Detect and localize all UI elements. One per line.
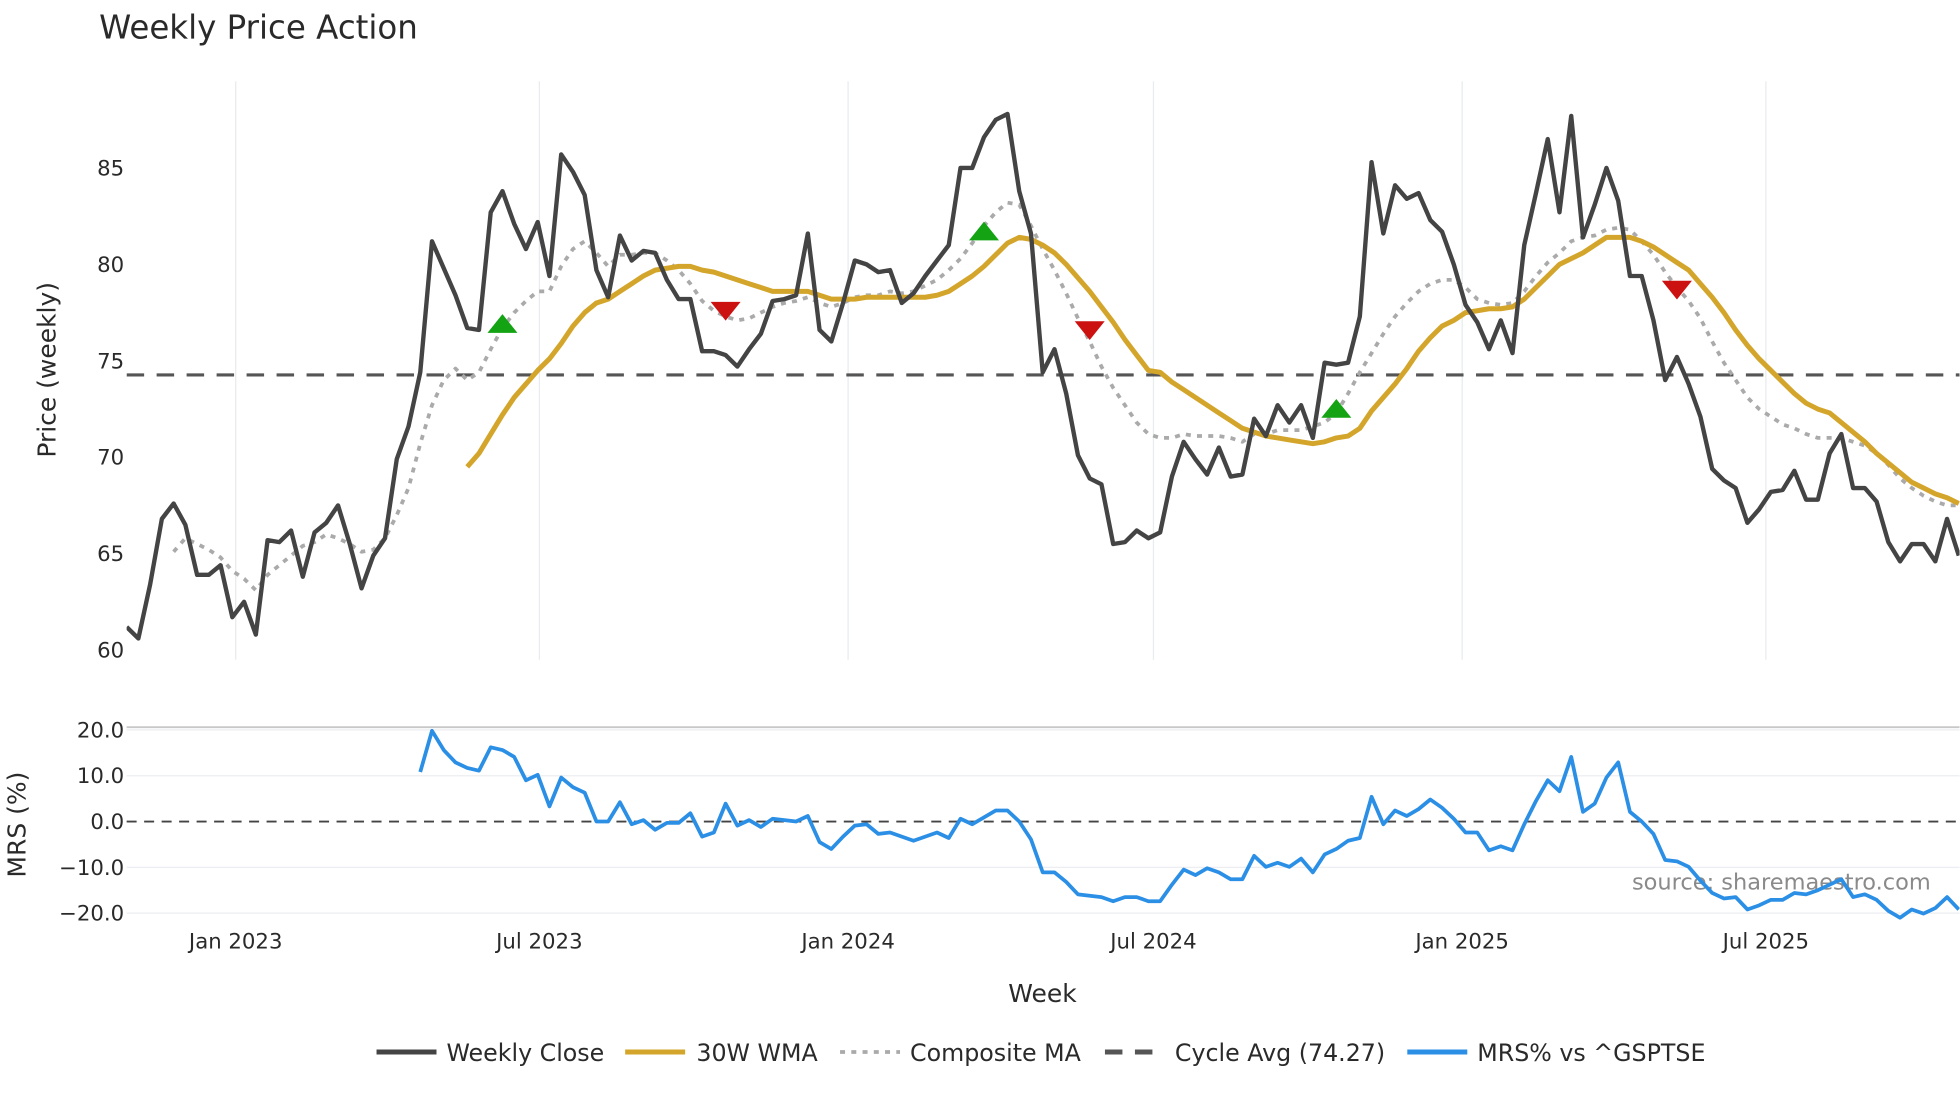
mrs-layer: [418, 728, 1960, 920]
mrs-y-tick-label: 20.0: [77, 718, 124, 743]
price-y-tick-label: 80: [97, 253, 124, 278]
wma-30w-line: [465, 234, 1960, 506]
watermark: source: sharemaestro.com: [1632, 870, 1931, 896]
legend-label: Cycle Avg (74.27): [1175, 1039, 1385, 1067]
x-tick-label: Jul 2025: [1721, 929, 1809, 954]
legend-label: Composite MA: [910, 1039, 1082, 1067]
mrs-y-tick-label: 0.0: [90, 810, 124, 835]
legend-label: 30W WMA: [696, 1039, 818, 1067]
x-ticks: Jan 2023 Jul 2023 Jan 2024 Jul 2024 Jan 2025…: [187, 929, 1809, 954]
buy-signal-marker: [487, 314, 518, 333]
series-layer: [126, 111, 1960, 641]
buy-signal-marker: [969, 221, 999, 241]
price-y-tick-label: 65: [97, 542, 124, 567]
mrs-line: [418, 728, 1960, 920]
price-y-tick-label: 60: [97, 639, 124, 664]
price-y-tick-label: 85: [97, 156, 124, 181]
x-tick-label: Jan 2024: [799, 929, 895, 954]
buy-signal-marker: [1321, 399, 1352, 418]
chart-title: Weekly Price Action: [99, 9, 418, 47]
mrs-y-tick-label: −10.0: [59, 856, 124, 881]
legend-label: Weekly Close: [446, 1039, 604, 1067]
composite-ma-line: [172, 200, 1959, 593]
mrs-y-ticks: 20.0 10.0 0.0 −10.0 −20.0: [59, 718, 124, 926]
price-y-tick-label: 75: [97, 349, 124, 374]
price-y-tick-label: 70: [97, 446, 124, 471]
x-tick-label: Jan 2025: [1413, 929, 1509, 954]
x-tick-label: Jul 2023: [494, 929, 582, 954]
mrs-y-tick-label: −20.0: [59, 902, 124, 927]
x-tick-label: Jul 2024: [1108, 929, 1196, 954]
sell-signal-marker: [1661, 280, 1692, 300]
x-tick-label: Jan 2023: [187, 929, 283, 954]
weekly-close-line: [126, 111, 1960, 641]
price-y-axis-title: Price (weekly): [32, 282, 61, 458]
legend-label: MRS% vs ^GSPTSE: [1477, 1039, 1705, 1067]
price-y-ticks: 60 65 70 75 80 85: [97, 156, 124, 663]
x-axis-title: Week: [1008, 979, 1077, 1008]
gridlines: [126, 81, 1960, 914]
mrs-y-axis-title: MRS (%): [2, 772, 31, 878]
sell-signal-marker: [710, 301, 741, 321]
sell-signal-marker: [1074, 321, 1105, 340]
legend: Weekly Close 30W WMA Composite MA Cycle Avg…: [376, 1039, 1705, 1067]
mrs-y-tick-label: 10.0: [77, 764, 124, 789]
